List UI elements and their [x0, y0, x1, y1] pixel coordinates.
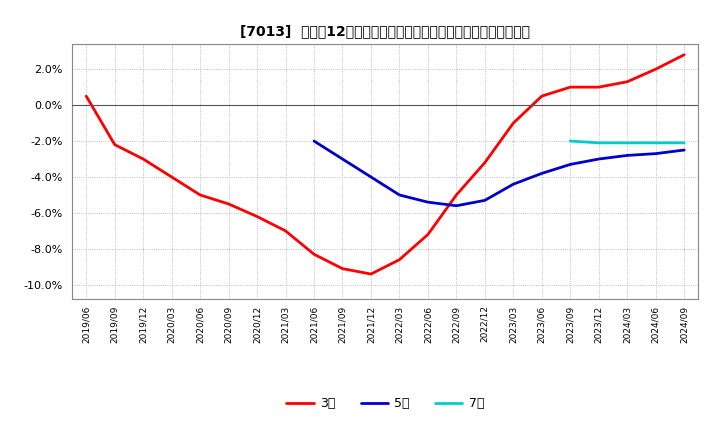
7年	[652, 140, 660, 146]
7年	[623, 140, 631, 146]
5年	[480, 198, 489, 203]
3年	[623, 79, 631, 84]
5年	[452, 203, 461, 209]
3年	[338, 266, 347, 271]
5年	[680, 147, 688, 153]
3年	[652, 66, 660, 72]
3年	[595, 84, 603, 90]
3年	[82, 93, 91, 99]
5年	[310, 139, 318, 144]
3年	[167, 174, 176, 180]
Title: [7013]  売上高12か月移動合計の対前年同期増減率の平均値の推移: [7013] 売上高12か月移動合計の対前年同期増減率の平均値の推移	[240, 25, 530, 39]
5年	[537, 171, 546, 176]
3年	[480, 160, 489, 165]
Line: 7年: 7年	[570, 141, 684, 143]
5年	[623, 153, 631, 158]
3年	[423, 232, 432, 237]
3年	[253, 214, 261, 219]
3年	[282, 228, 290, 234]
3年	[395, 257, 404, 262]
7年	[595, 140, 603, 146]
5年	[366, 174, 375, 180]
3年	[225, 202, 233, 207]
3年	[110, 142, 119, 147]
Legend: 3年, 5年, 7年: 3年, 5年, 7年	[282, 392, 489, 415]
5年	[595, 156, 603, 161]
3年	[452, 192, 461, 198]
3年	[139, 156, 148, 161]
3年	[310, 252, 318, 257]
5年	[338, 156, 347, 161]
Line: 5年: 5年	[314, 141, 684, 206]
Line: 3年: 3年	[86, 55, 684, 274]
7年	[680, 140, 688, 146]
5年	[652, 151, 660, 156]
3年	[509, 121, 518, 126]
3年	[537, 93, 546, 99]
3年	[680, 52, 688, 58]
5年	[509, 182, 518, 187]
3年	[566, 84, 575, 90]
5年	[395, 192, 404, 198]
5年	[423, 199, 432, 205]
3年	[196, 192, 204, 198]
3年	[366, 271, 375, 277]
5年	[566, 162, 575, 167]
7年	[566, 139, 575, 144]
